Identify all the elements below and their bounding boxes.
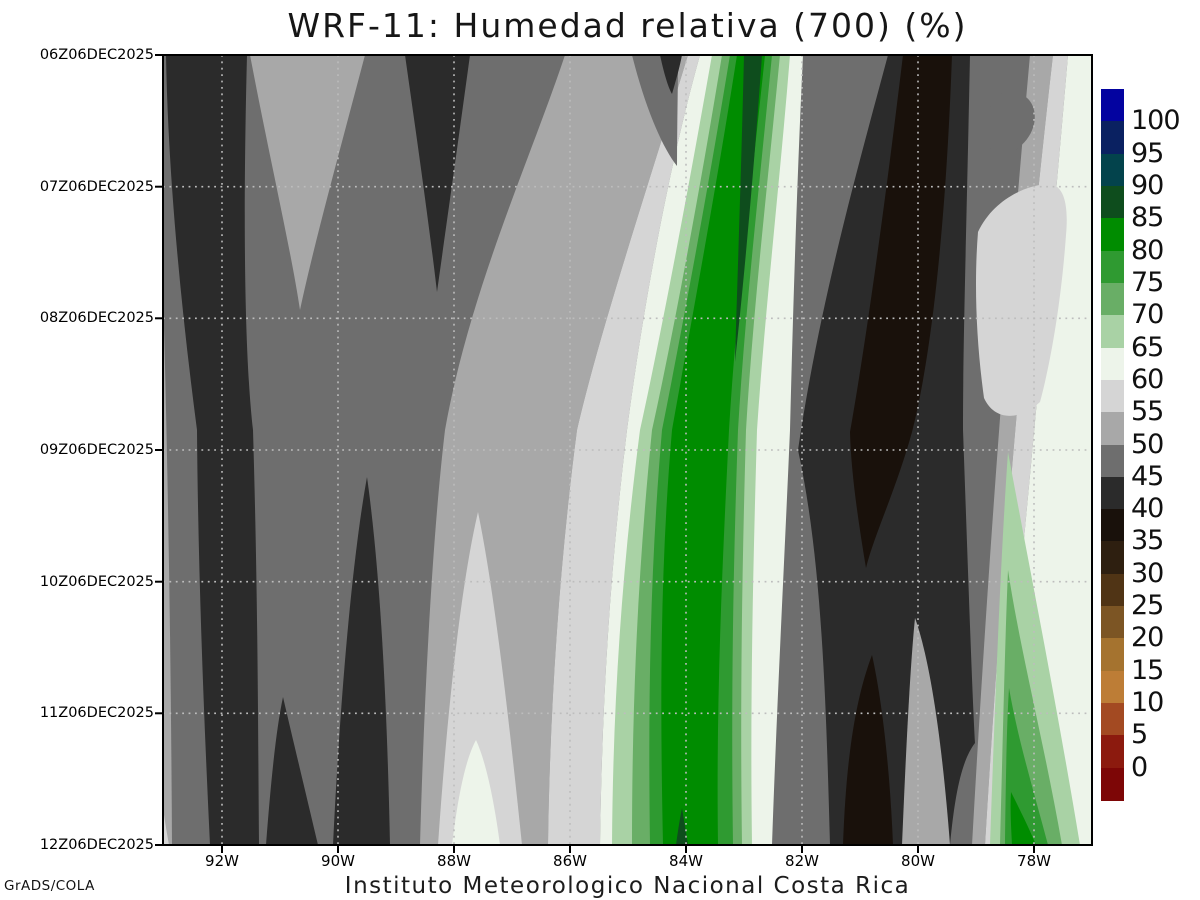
colorbar-label: 100: [1131, 108, 1180, 134]
x-tick-label: 90W: [303, 853, 373, 869]
colorbar-segment: [1101, 509, 1124, 542]
colorbar-label: 0: [1131, 755, 1147, 781]
x-tick-label: 92W: [187, 853, 257, 869]
colorbar-segment: [1101, 89, 1124, 122]
colorbar-segment: [1101, 186, 1124, 219]
colorbar-segment: [1101, 121, 1124, 154]
colorbar-label: 90: [1131, 173, 1163, 199]
contour-plot: [0, 0, 1200, 900]
colorbar-label: 5: [1131, 722, 1147, 748]
colorbar-label: 25: [1131, 593, 1163, 619]
colorbar-segment: [1101, 768, 1124, 801]
colorbar-segment: [1101, 606, 1124, 639]
colorbar-segment: [1101, 574, 1124, 607]
y-tick-label: 12Z06DEC2025: [0, 837, 154, 853]
colorbar-label: 70: [1131, 302, 1163, 328]
colorbar-segment: [1101, 251, 1124, 284]
y-tick-label: 06Z06DEC2025: [0, 47, 154, 63]
colorbar-label: 55: [1131, 399, 1163, 425]
y-tick-label: 11Z06DEC2025: [0, 705, 154, 721]
x-tick-label: 82W: [767, 853, 837, 869]
colorbar-segment: [1101, 348, 1124, 381]
colorbar-label: 20: [1131, 625, 1163, 651]
colorbar-segment: [1101, 445, 1124, 478]
colorbar-segment: [1101, 638, 1124, 671]
y-tick-label: 08Z06DEC2025: [0, 310, 154, 326]
y-tick-label: 07Z06DEC2025: [0, 179, 154, 195]
colorbar-label: 40: [1131, 496, 1163, 522]
colorbar-label: 15: [1131, 658, 1163, 684]
institution-caption: Instituto Meteorologico Nacional Costa R…: [163, 873, 1092, 899]
grads-plot-page: WRF-11: Humedad relativa (700) (%) 06Z06…: [0, 0, 1200, 900]
x-tick-label: 78W: [999, 853, 1069, 869]
colorbar-label: 85: [1131, 205, 1163, 231]
page-title: WRF-11: Humedad relativa (700) (%): [163, 6, 1092, 45]
colorbar-label: 45: [1131, 464, 1163, 490]
colorbar-label: 10: [1131, 690, 1163, 716]
y-tick-label: 10Z06DEC2025: [0, 574, 154, 590]
colorbar-segment: [1101, 283, 1124, 316]
x-tick-label: 88W: [419, 853, 489, 869]
colorbar-segment: [1101, 315, 1124, 348]
colorbar-segment: [1101, 218, 1124, 251]
colorbar-label: 65: [1131, 335, 1163, 361]
colorbar-segment: [1101, 671, 1124, 704]
colorbar-label: 35: [1131, 528, 1163, 554]
x-tick-label: 84W: [651, 853, 721, 869]
colorbar-segment: [1101, 154, 1124, 187]
x-tick-label: 80W: [883, 853, 953, 869]
colorbar-label: 60: [1131, 367, 1163, 393]
colorbar-segment: [1101, 541, 1124, 574]
x-tick-label: 86W: [535, 853, 605, 869]
colorbar-segment: [1101, 380, 1124, 413]
colorbar-segment: [1101, 735, 1124, 768]
contour-field: [163, 55, 1092, 845]
colorbar-label: 30: [1131, 561, 1163, 587]
colorbar-label: 50: [1131, 432, 1163, 458]
colorbar-label: 95: [1131, 141, 1163, 167]
colorbar-segment: [1101, 477, 1124, 510]
colorbar-segment: [1101, 412, 1124, 445]
colorbar-label: 75: [1131, 270, 1163, 296]
colorbar-segment: [1101, 703, 1124, 736]
y-tick-label: 09Z06DEC2025: [0, 442, 154, 458]
grads-stamp: GrADS/COLA: [4, 878, 95, 894]
colorbar-label: 80: [1131, 238, 1163, 264]
